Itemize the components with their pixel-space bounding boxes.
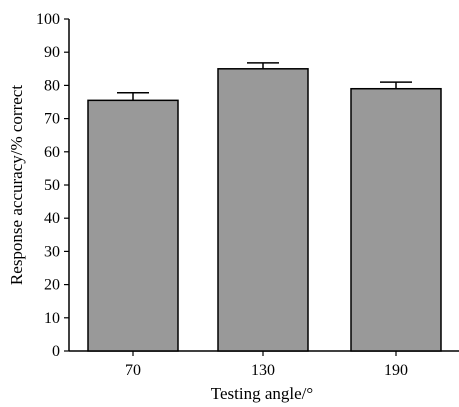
y-tick-label: 100	[36, 11, 60, 28]
y-axis-ticks: 0 10 20 30 40 50 60 70 80 90 100	[36, 11, 69, 360]
bar	[87, 99, 179, 352]
y-tick-label: 90	[44, 44, 60, 61]
x-axis-label: Testing angle/°	[211, 384, 313, 403]
x-axis-ticks: 70 130 190	[125, 351, 408, 379]
y-tick-label: 10	[44, 310, 60, 327]
x-tick-label: 130	[251, 362, 275, 379]
y-tick-label: 30	[44, 243, 60, 260]
y-tick-label: 20	[44, 277, 60, 294]
y-tick-label: 0	[52, 343, 60, 360]
bar	[350, 87, 442, 352]
y-axis-label: Response accuracy/% correct	[7, 85, 26, 285]
bars	[87, 62, 442, 352]
y-tick-label: 40	[44, 210, 60, 227]
bar	[217, 68, 309, 352]
y-tick-label: 60	[44, 144, 60, 161]
x-tick-label: 190	[384, 362, 408, 379]
y-tick-label: 70	[44, 111, 60, 128]
y-tick-label: 50	[44, 177, 60, 194]
y-tick-label: 80	[44, 77, 60, 94]
x-tick-label: 70	[125, 362, 141, 379]
